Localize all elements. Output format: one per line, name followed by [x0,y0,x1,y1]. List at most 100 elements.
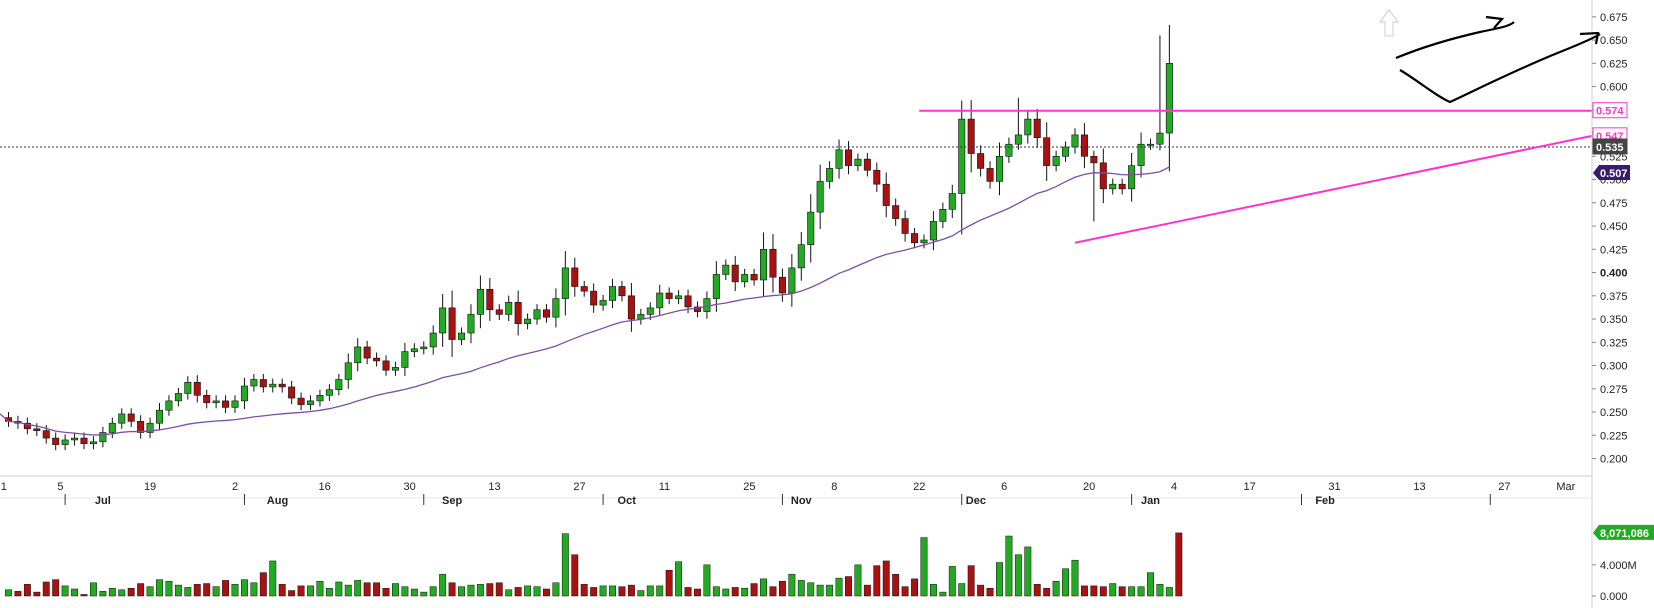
candle-body [127,413,135,422]
candle-body [816,181,824,213]
volume-bar [203,583,211,597]
candle-body [212,400,220,404]
volume-bar [1165,587,1173,597]
candle-body [590,290,598,306]
volume-bar [184,587,192,597]
price-tick-label: 0.225 [1600,430,1628,442]
candle-body [231,400,239,408]
volume-bar [722,588,730,597]
candle-body [476,288,484,315]
volume-bar [977,584,985,597]
last-volume-label-box [1593,524,1654,540]
volume-bar [420,591,428,597]
candle-body [33,428,41,431]
volume-bar [571,554,579,597]
volume-bar [174,584,182,597]
volume-bar [750,583,758,597]
candle-body [618,286,626,297]
candle-body [788,267,796,294]
date-tick-label: Mar [1556,481,1575,493]
volume-bar [524,585,532,597]
volume-bar [769,586,777,597]
volume-bar [156,579,163,597]
candle-body [778,276,786,294]
candle-body [675,295,683,299]
month-label: Aug [267,495,288,507]
volume-bar [33,591,41,597]
candle-body [561,267,569,299]
candle-body [882,183,890,206]
price-tick-label: 0.650 [1600,35,1628,47]
price-tick-label: 0.625 [1600,58,1628,70]
volume-bar [212,586,220,597]
volume-bar [325,587,333,597]
price-tick-label: 0.475 [1600,198,1628,210]
hand-drawn-arrows [1379,9,1601,104]
volume-bar [826,584,834,597]
candle-body [637,314,645,320]
candle-body [1109,183,1117,190]
volume-bar [146,586,154,597]
candle-body [892,205,900,219]
volume-bar [656,585,664,597]
volume-bar [967,565,975,597]
candle-body [458,332,466,340]
candle-body [1099,162,1107,190]
volume-bar [580,584,588,597]
candle-body [844,149,852,166]
volume-bar [137,583,145,597]
candle-body [382,360,390,371]
candle-body [89,441,97,444]
candle-body [344,362,352,380]
volume-bar [684,587,692,597]
volume-bar [882,560,890,597]
candle-body [288,386,296,399]
date-tick-label: 6 [1001,481,1007,493]
volume-bar [760,578,767,597]
candle-body [269,383,277,388]
candle-body [571,267,579,287]
volume-bar [873,565,881,597]
volume-bar [1043,587,1051,597]
candle-body [920,239,928,244]
price-tick-label: 0.425 [1600,244,1628,256]
candle-body [524,318,532,324]
volume-bar [1071,559,1079,597]
date-tick-label: 30 [403,481,415,493]
volume-bar [845,576,852,597]
volume-bar [42,581,50,597]
volume-bar [920,537,928,597]
volume-bar [1052,580,1060,597]
volume-bar [778,580,786,597]
date-tick-label: 31 [1328,481,1340,493]
moving-average-label-box [1593,165,1630,181]
date-tick-label: 20 [1083,481,1095,493]
volume-bar [543,588,550,597]
volume-bar [986,587,994,597]
candle-body [807,211,815,245]
candle-body [335,379,343,391]
volume-bar [948,566,956,597]
volume-bar [392,583,399,597]
volume-bar [807,582,815,597]
candle-body [948,193,956,210]
candle-body [184,381,192,394]
date-tick-label: 4 [1171,481,1177,493]
price-tick-label: 0.250 [1600,407,1628,419]
volume-bar [1090,585,1098,597]
volume-bar [335,581,343,597]
candle-body [307,400,315,405]
date-tick-label: 5 [57,481,63,493]
candle-body [467,314,475,334]
candle-body [259,379,267,388]
volume-bar [1033,584,1041,597]
candle-body [703,298,711,312]
candle-body [580,286,588,292]
volume-bar [1062,568,1070,597]
volume-bar [108,587,116,597]
volume-bar [476,584,484,597]
volume-bar [5,589,12,597]
volume-bar [410,588,418,597]
volume-bar [165,580,173,597]
volume-bar [514,587,522,597]
